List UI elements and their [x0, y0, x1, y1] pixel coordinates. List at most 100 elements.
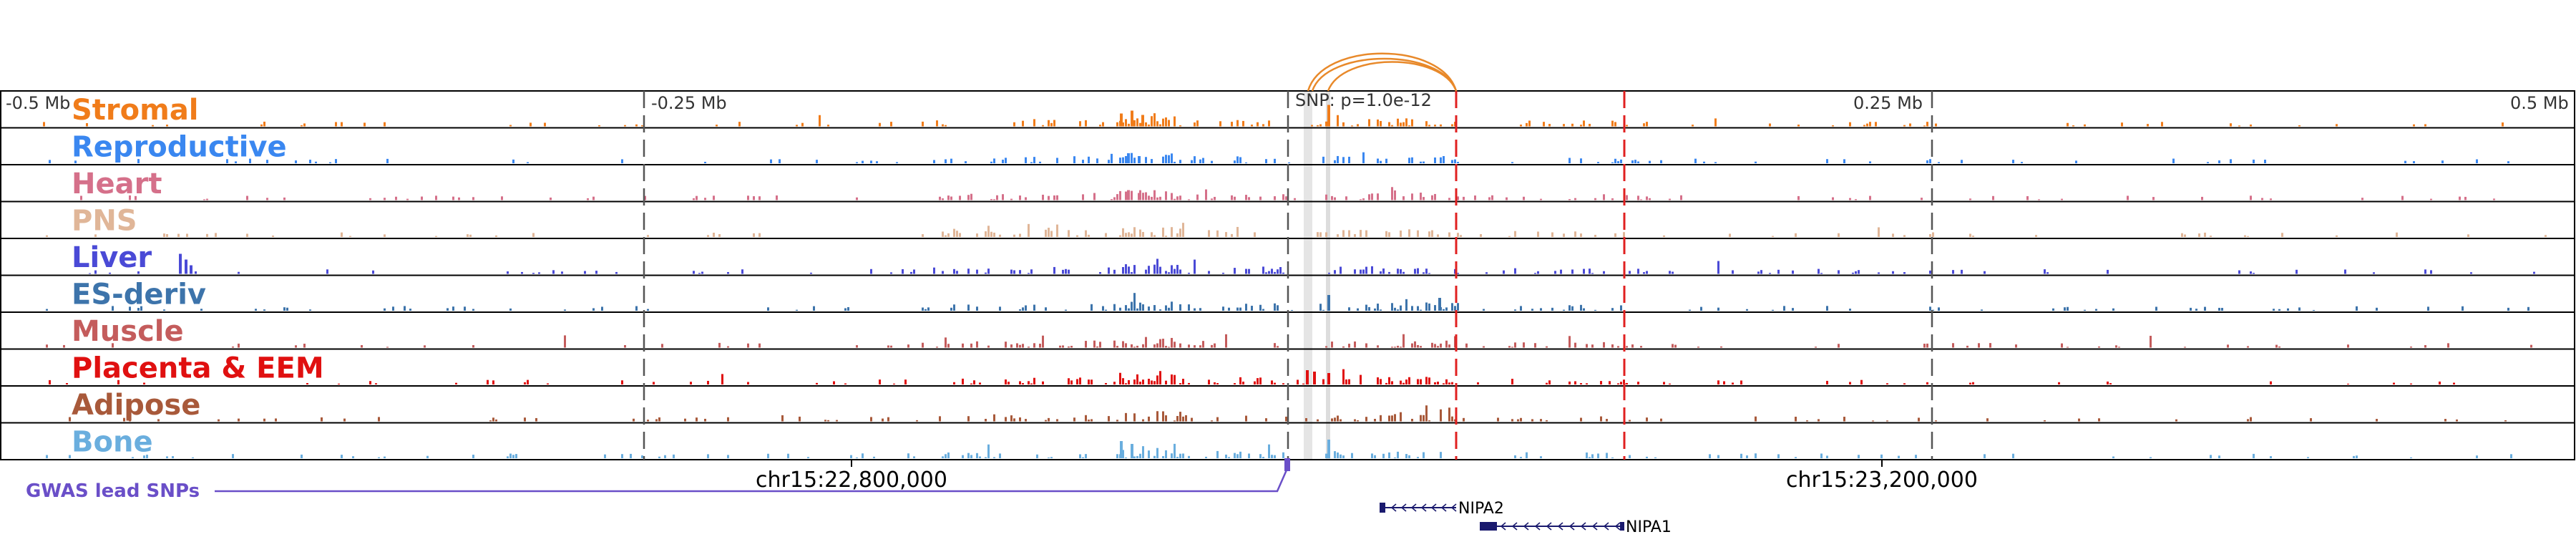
signal-bar	[1277, 346, 1279, 348]
signal-bar	[833, 381, 835, 384]
strand-arrow	[1568, 522, 1575, 531]
signal-bar	[1629, 455, 1631, 458]
signal-bar	[1898, 455, 1900, 458]
signal-bar	[1523, 196, 1525, 200]
signal-bar	[1282, 383, 1284, 384]
signal-bar	[2361, 198, 2363, 200]
signal-bar	[1176, 457, 1179, 458]
signal-bar	[1194, 308, 1196, 311]
signal-bar	[1417, 230, 1419, 237]
signal-bar	[1234, 383, 1236, 384]
signal-bar	[993, 457, 995, 458]
signal-bar	[1176, 233, 1179, 237]
signal-bar	[1649, 160, 1651, 163]
signal-bar	[592, 308, 595, 311]
signal-bar	[266, 160, 268, 163]
signal-bar	[1514, 309, 1516, 311]
signal-bar	[976, 306, 978, 311]
signal-bar	[1337, 115, 1339, 127]
gene-nipa2[interactable]: NIPA2	[1380, 500, 1504, 518]
signal-bar	[1623, 232, 1625, 237]
signal-bar	[1903, 383, 1906, 384]
signal-bar	[1537, 231, 1539, 237]
signal-bar	[747, 195, 749, 200]
signal-bar	[933, 267, 935, 274]
signal-bar	[1188, 304, 1190, 311]
signal-bar	[1245, 268, 1247, 274]
signal-bar	[1400, 380, 1402, 384]
signal-bar	[2046, 272, 2049, 274]
signal-bar	[1259, 304, 1262, 311]
signal-bar	[1617, 346, 1619, 348]
signal-bar	[272, 235, 274, 237]
signal-bar	[1148, 306, 1150, 311]
signal-bar	[1892, 271, 1894, 274]
signal-peak	[1127, 153, 1130, 163]
signal-bar	[1151, 159, 1153, 163]
signal-bar	[1334, 417, 1336, 422]
signal-bar	[1079, 121, 1081, 127]
signal-bar	[200, 309, 203, 311]
signal-bar	[295, 345, 297, 348]
signal-bar	[1929, 270, 1931, 274]
gene-nipa1[interactable]: NIPA1	[1480, 518, 1672, 536]
signal-bar	[758, 233, 761, 237]
signal-bar	[1188, 199, 1190, 200]
signal-bar	[1918, 417, 1920, 422]
signal-bar	[713, 232, 715, 237]
signal-bar	[1274, 303, 1276, 311]
signal-bar	[1923, 125, 1926, 127]
signal-bar	[1145, 337, 1147, 348]
signal-bar	[157, 419, 160, 422]
signal-bar	[1978, 343, 1980, 348]
signal-bar	[66, 383, 68, 384]
signal-bar	[2470, 272, 2472, 274]
signal-bar	[1400, 412, 1402, 422]
signal-bar	[1239, 451, 1241, 458]
signal-bar	[1463, 196, 1465, 200]
signal-bar	[1935, 420, 1937, 422]
signal-bar	[1042, 125, 1044, 127]
signal-bar	[910, 271, 912, 274]
signal-bar	[1194, 122, 1196, 127]
signal-bar	[2115, 345, 2117, 348]
signal-bar	[1039, 344, 1041, 348]
strand-arrow	[1390, 503, 1397, 512]
signal-bar	[953, 228, 955, 237]
signal-bar	[2507, 161, 2509, 163]
signal-bar	[1010, 415, 1013, 422]
signal-bar	[1334, 451, 1336, 458]
signal-bar	[1952, 343, 1954, 348]
signal-bar	[1282, 194, 1284, 200]
signal-bar	[1196, 120, 1199, 127]
signal-bar	[1755, 161, 1757, 163]
signal-bar	[2012, 160, 2014, 163]
signal-bar	[1488, 197, 1491, 200]
signal-bar	[1508, 236, 1511, 237]
signal-bar	[1119, 307, 1121, 311]
signal-bar	[1423, 415, 1425, 422]
signal-bar	[1694, 158, 1697, 163]
signal-bar	[163, 233, 165, 237]
signal-bar	[1216, 417, 1219, 422]
signal-bar	[1151, 196, 1153, 200]
signal-bar	[2052, 308, 2054, 311]
signal-bar	[1348, 344, 1350, 348]
signal-bar	[1603, 342, 1605, 348]
signal-bar	[1832, 125, 1834, 127]
signal-bar	[352, 456, 354, 458]
signal-bar	[1188, 455, 1190, 458]
gene-exon	[1620, 522, 1624, 531]
signal-bar	[945, 454, 947, 458]
signal-bar	[922, 342, 924, 348]
signal-bar	[2207, 162, 2209, 163]
signal-bar	[1116, 194, 1118, 200]
signal-bar	[341, 232, 343, 237]
signal-bar	[1156, 258, 1158, 274]
signal-bar	[1088, 156, 1090, 163]
signal-peak	[1327, 295, 1330, 311]
signal-bar	[1646, 417, 1648, 422]
signal-bar	[1986, 418, 1989, 422]
signal-bar	[1362, 269, 1365, 274]
signal-bar	[1231, 233, 1233, 237]
